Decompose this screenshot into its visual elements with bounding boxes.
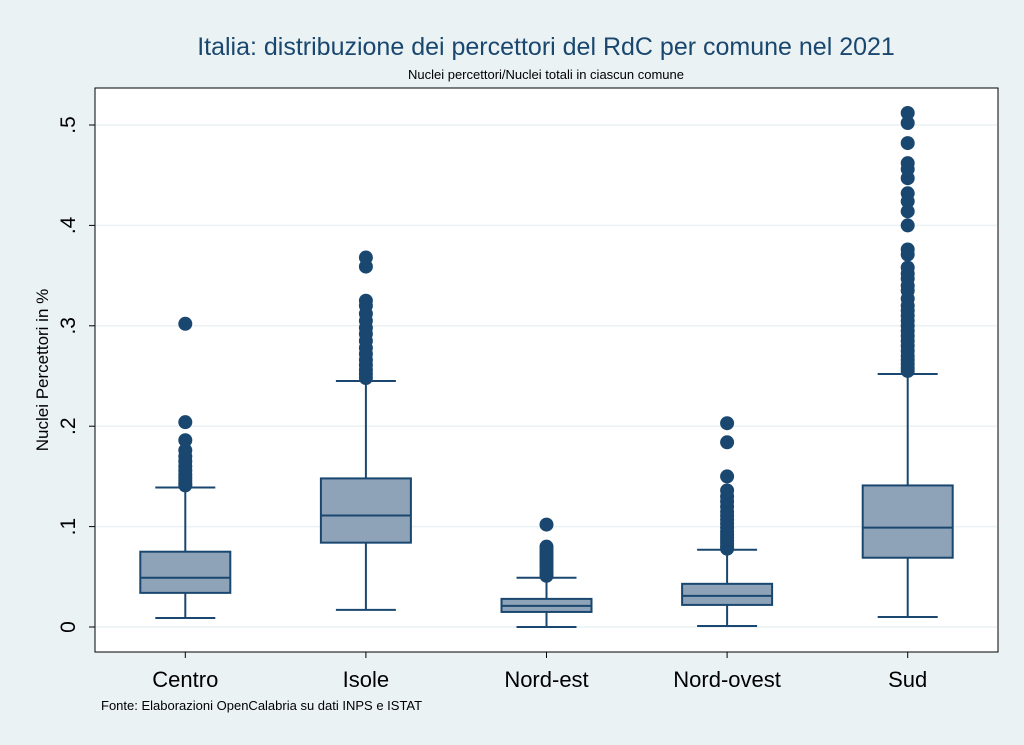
outlier-point xyxy=(178,316,193,331)
x-tick-label: Centro xyxy=(152,667,218,692)
x-tick-label: Isole xyxy=(343,667,389,692)
y-tick-label: 0 xyxy=(57,621,80,633)
iqr-box xyxy=(319,477,412,544)
outlier-point xyxy=(178,433,193,448)
box-group-centro xyxy=(139,316,232,619)
outlier-point xyxy=(900,247,915,262)
iqr-box xyxy=(139,550,232,594)
grid-lines xyxy=(96,124,997,628)
box-group-nord-ovest xyxy=(681,416,774,627)
y-tick-label: .5 xyxy=(57,116,80,134)
box-group-isole xyxy=(319,250,412,611)
iqr-box xyxy=(681,582,774,606)
outlier-point xyxy=(358,259,373,274)
outlier-point xyxy=(178,415,193,430)
outlier-point xyxy=(539,517,554,532)
outlier-point xyxy=(720,435,735,450)
y-axis-label: Nuclei Percettori in % xyxy=(33,289,52,452)
chart-subtitle: Nuclei percettori/Nuclei totali in ciasc… xyxy=(408,67,684,82)
outlier-point xyxy=(900,363,915,378)
y-axis-ticks: 0 .1 .2 .3 .4 .5 xyxy=(57,116,95,633)
x-tick-label: Nord-ovest xyxy=(673,667,781,692)
outlier-point xyxy=(900,136,915,151)
outlier-point xyxy=(720,541,735,556)
outlier-point xyxy=(900,194,915,209)
x-tick-label: Sud xyxy=(888,667,927,692)
outlier-point xyxy=(900,204,915,219)
y-tick-label: .2 xyxy=(57,417,80,435)
outlier-point xyxy=(900,171,915,186)
outlier-point xyxy=(358,371,373,386)
chart-title: Italia: distribuzione dei percettori del… xyxy=(197,33,895,61)
outlier-point xyxy=(720,416,735,431)
y-tick-label: .1 xyxy=(57,518,80,536)
outlier-point xyxy=(900,115,915,130)
box-group-nord-est xyxy=(500,517,593,628)
source-note: Fonte: Elaborazioni OpenCalabria su dati… xyxy=(101,698,422,713)
iqr-box xyxy=(861,484,954,559)
outlier-point xyxy=(720,469,735,484)
outlier-point xyxy=(539,568,554,583)
outlier-point xyxy=(900,105,915,120)
boxes xyxy=(139,105,954,628)
y-tick-label: .4 xyxy=(57,216,80,234)
box-group-sud xyxy=(861,105,954,618)
outlier-point xyxy=(178,478,193,493)
outlier-point xyxy=(900,218,915,233)
x-tick-label: Nord-est xyxy=(504,667,588,692)
y-tick-label: .3 xyxy=(57,317,80,335)
x-axis-ticks: Centro Isole Nord-est Nord-ovest Sud xyxy=(152,652,927,692)
